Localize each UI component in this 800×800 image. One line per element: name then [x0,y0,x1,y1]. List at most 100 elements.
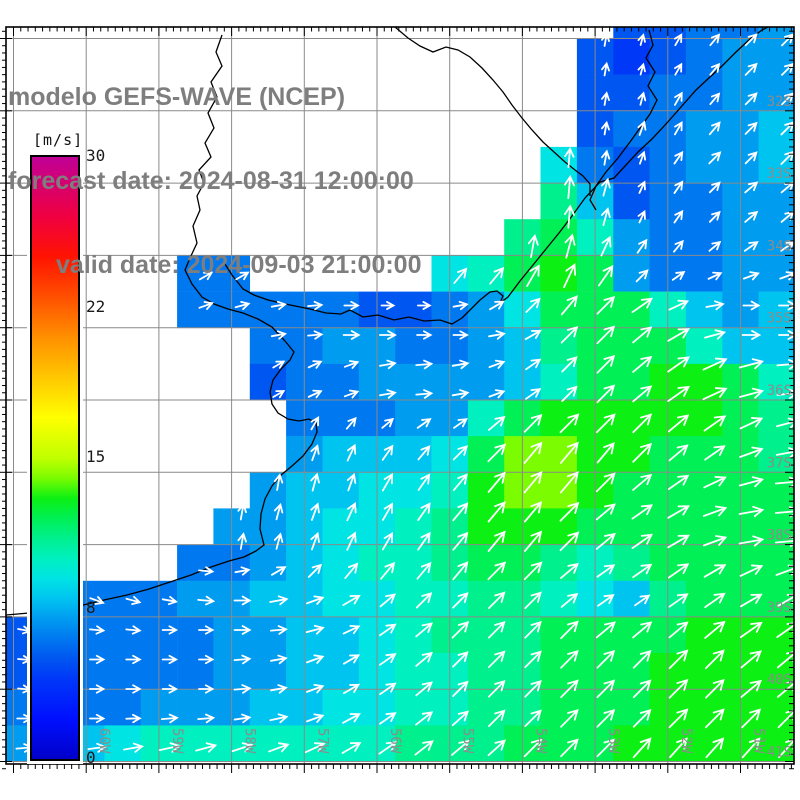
wind-arrow [632,413,653,434]
wind-arrow [738,535,765,547]
colorbar-tick-label: 22 [86,296,106,316]
wind-arrow [453,418,468,429]
wind-arrow [382,531,394,551]
wind-arrow [559,531,580,552]
wind-arrow [709,62,721,76]
wind-arrow [452,592,469,609]
colorbar-tick-label: 30 [86,146,106,165]
wind-arrow [415,711,434,726]
wind-arrow [564,146,575,169]
wind-cell [685,146,723,184]
wind-arrow [417,473,431,491]
wind-arrow [673,91,683,106]
wind-arrow [451,389,470,399]
wind-arrow [631,533,653,550]
wind-arrow [489,300,505,311]
wind-arrow [560,738,579,758]
wind-arrow [595,503,616,521]
wind-arrow [341,742,362,754]
wind-arrow [744,181,759,194]
wind-arrow [524,680,542,698]
wind-arrow [632,385,653,403]
wind-arrow [417,531,431,551]
wind-arrow [595,532,616,550]
wind-cell [685,38,723,75]
wind-arrow [598,264,614,287]
wind-arrow [601,149,611,166]
wind-arrow [451,359,470,370]
wind-arrow [125,684,142,694]
lon-label: 54W [532,728,548,754]
wind-arrow [488,591,506,610]
wind-arrow [305,624,325,635]
wind-arrow [632,708,652,728]
wind-arrow [161,595,178,606]
wind-arrow [781,92,794,106]
wind-arrow [161,684,179,694]
wind-arrow [233,654,252,665]
lon-label: 52W [678,728,694,754]
wind-arrow [489,266,505,285]
wind-cell [685,544,723,582]
wind-arrow [708,181,721,194]
wind-arrow [415,592,433,609]
wind-arrow [632,473,653,491]
wind-arrow [669,737,688,759]
wind-arrow [637,150,647,165]
wind-arrow [88,713,106,724]
wind-cell [6,616,32,654]
wind-cell [758,725,794,762]
wind-arrow [705,737,725,759]
wind-arrow [637,91,647,106]
wind-arrow [382,472,394,492]
wind-cell [685,616,723,654]
wind-arrow [596,384,616,404]
wind-arrow [741,330,762,340]
wind-cell [467,291,505,329]
wind-arrow [89,596,105,605]
wind-arrow [380,301,396,310]
wind-arrow [272,390,286,399]
wind-cell [467,725,505,762]
wind-cell [540,291,578,329]
wind-arrow [310,531,320,551]
wind-cell [685,472,723,509]
wind-cell [104,616,142,654]
wind-cell [758,27,794,39]
wind-arrow [561,385,578,402]
wind-arrow [452,473,468,492]
wind-arrow [125,595,142,606]
wind-arrow [346,472,357,492]
wind-arrow [741,737,761,759]
wind-cell [177,580,214,618]
wind-arrow [632,621,653,639]
wind-arrow [523,413,543,433]
wind-cell [613,689,650,726]
wind-cell [395,689,432,726]
wind-arrow [704,678,725,699]
wind-cell [467,544,505,582]
wind-arrow [781,62,794,76]
wind-cell [249,508,287,545]
wind-arrow [524,650,542,669]
wind-arrow [738,476,765,488]
wind-arrow [197,595,216,606]
wind-cell [540,363,578,401]
wind-arrow [523,441,543,464]
lat-label: 37S [767,455,792,471]
wind-arrow [416,418,432,429]
wind-arrow [596,708,616,728]
wind-arrow [416,561,432,580]
wind-cell [395,400,432,437]
wind-cell [613,436,650,473]
wind-arrow [673,180,684,194]
wind-arrow [601,120,610,136]
wind-arrow [781,33,794,47]
wind-arrow [560,708,579,728]
wind-arrow [632,355,653,373]
wind-arrow [269,625,288,635]
wind-cell [322,436,360,473]
wind-arrow [559,441,579,464]
wind-cell [758,110,794,148]
wind-arrow [417,502,431,522]
